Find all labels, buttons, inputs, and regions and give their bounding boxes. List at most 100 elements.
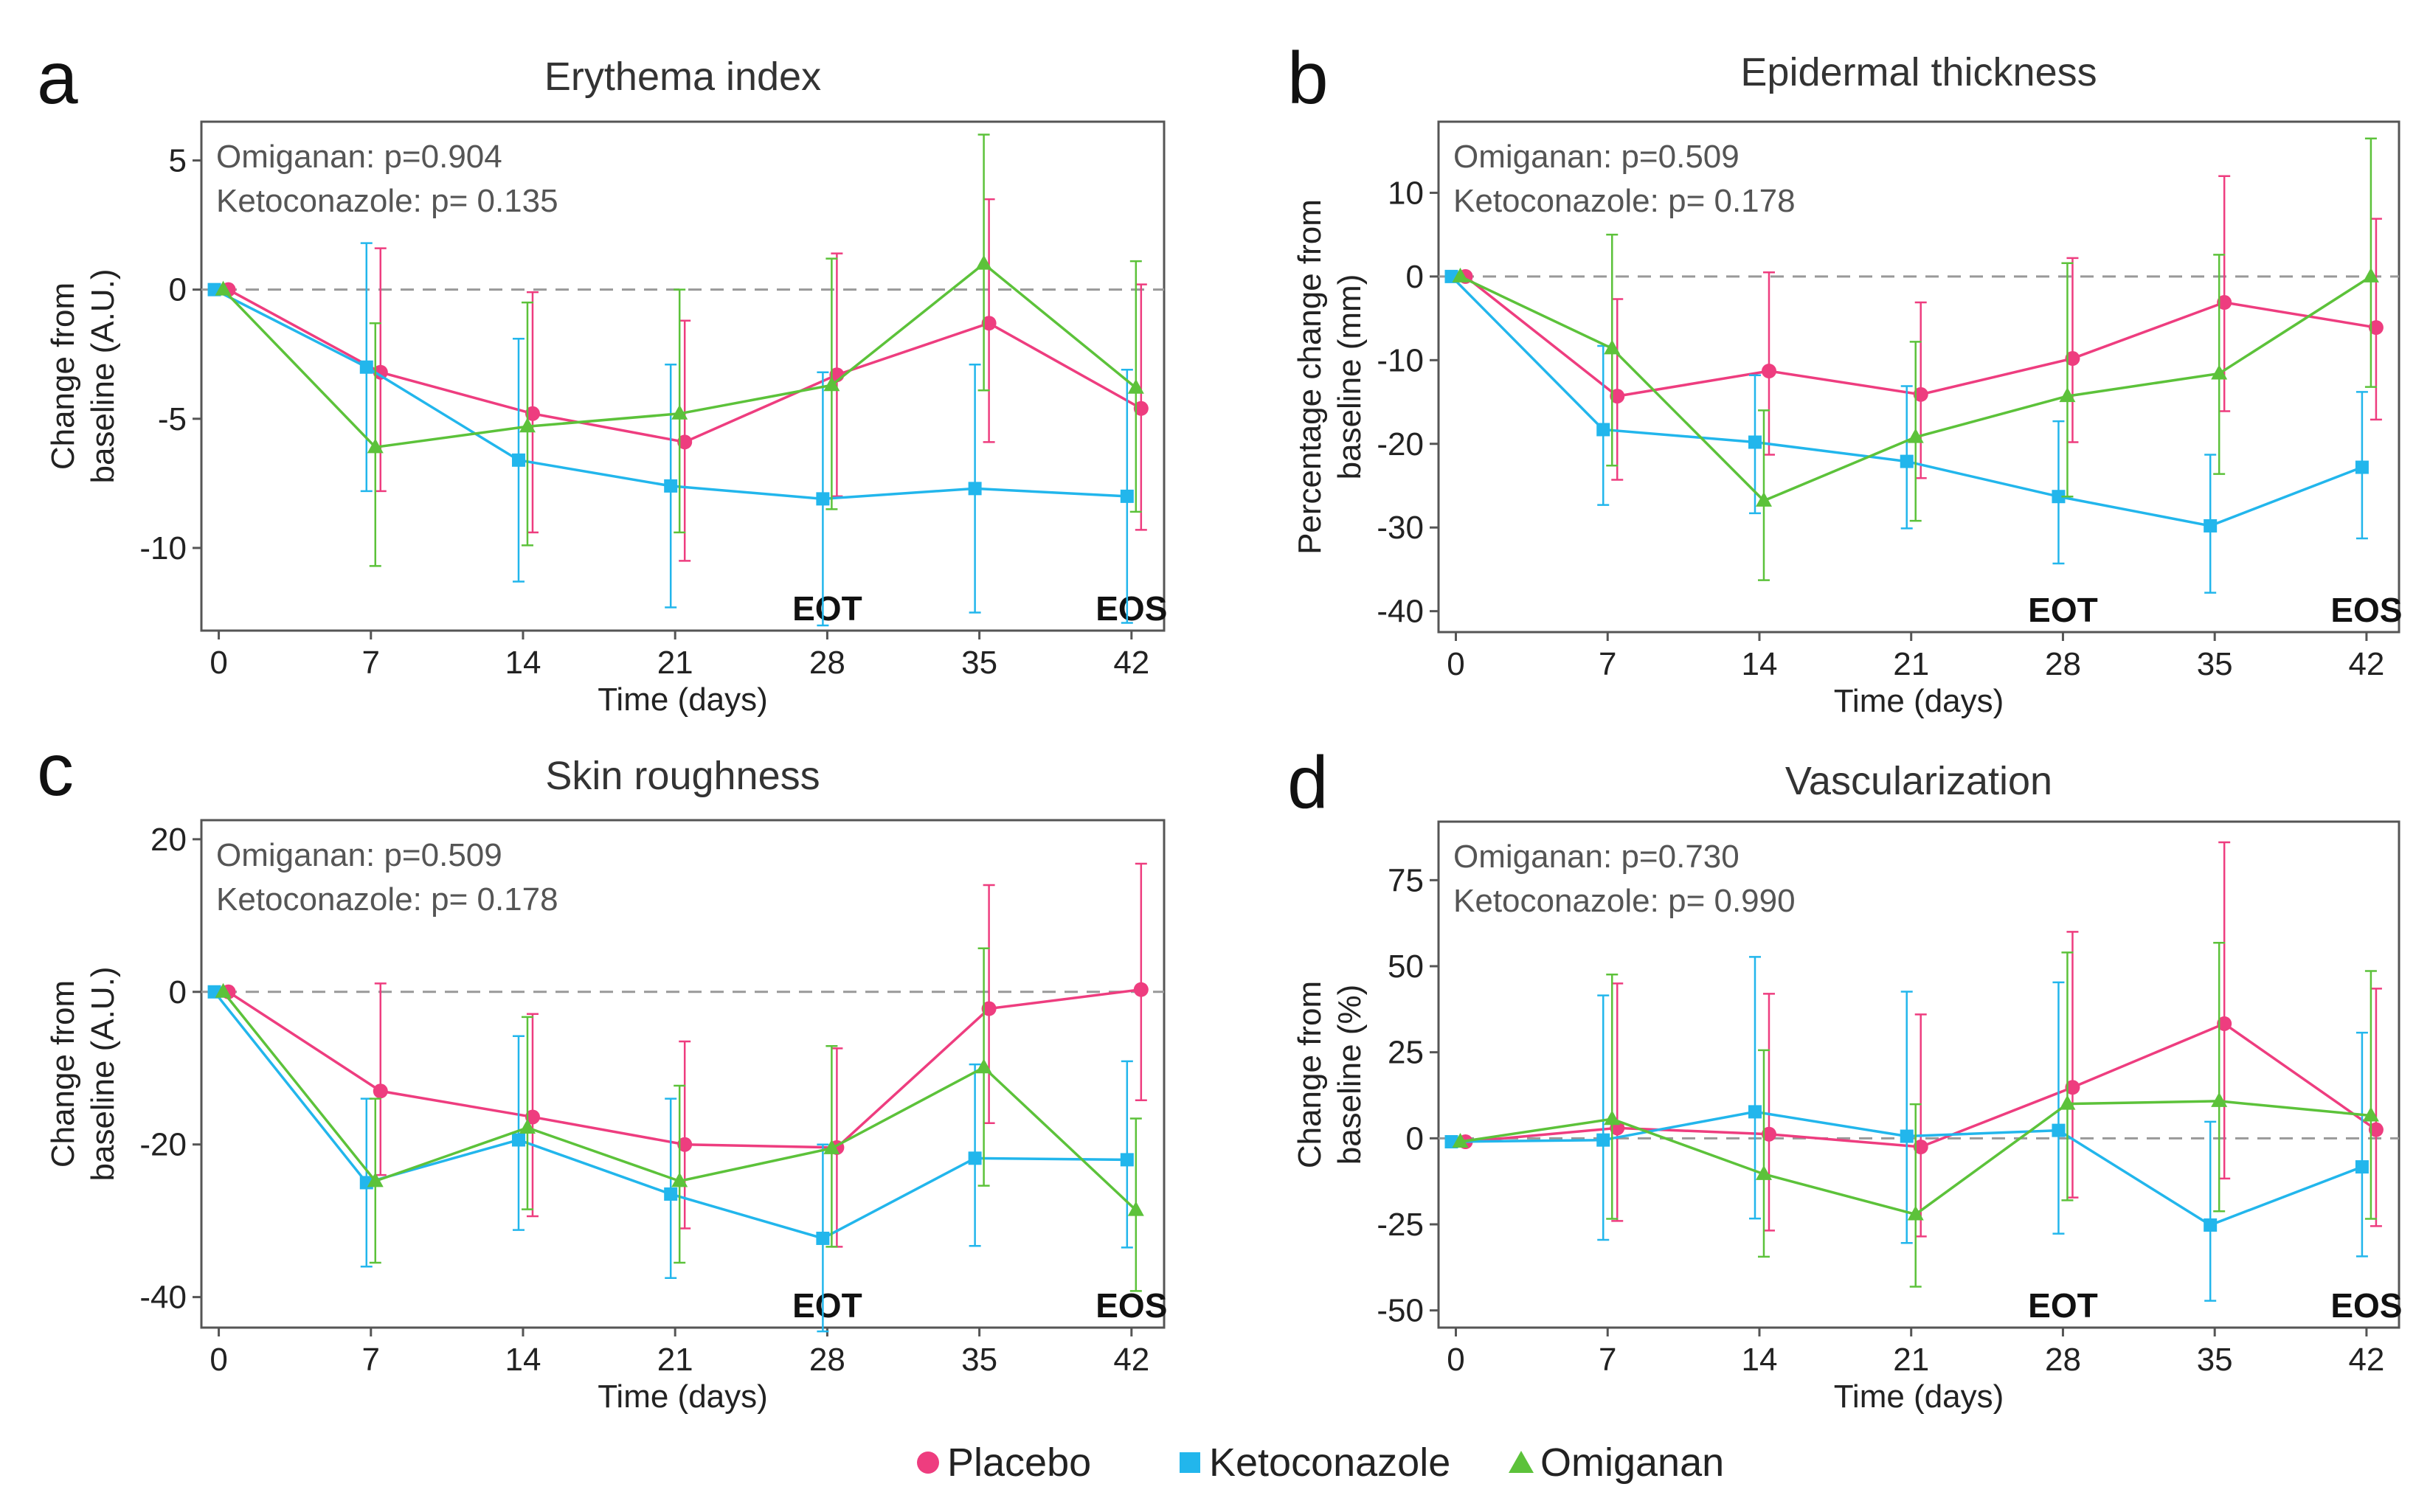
data-point — [1452, 267, 1469, 282]
data-point — [2368, 320, 2384, 336]
data-point — [511, 453, 525, 467]
data-point — [816, 1231, 830, 1245]
y-tick-label: -20 — [1377, 426, 1424, 462]
x-tick-label: 35 — [2197, 1342, 2233, 1378]
x-tick-label: 21 — [657, 1342, 693, 1378]
y-axis-title: Percentage change from baseline (mm) — [1292, 199, 1368, 555]
data-point — [2217, 1016, 2232, 1031]
data-point — [525, 1109, 540, 1125]
x-tick-label: 21 — [1893, 1342, 1929, 1378]
data-point — [968, 482, 982, 496]
placebo-legend-marker — [917, 1452, 939, 1474]
x-tick-label: 35 — [2197, 646, 2233, 682]
series-ketoconazole — [207, 242, 1134, 627]
data-point — [519, 417, 536, 433]
data-point — [2059, 1095, 2076, 1110]
y-tick-label: -40 — [139, 1280, 187, 1316]
p-value-annotation: Omiganan: p=0.509 — [1453, 139, 1740, 175]
panel-letter: a — [37, 37, 78, 119]
marker-label-eos: EOS — [2330, 1286, 2402, 1325]
legend: Placebo Ketoconazole Omiganan — [917, 1440, 1724, 1485]
p-value-annotation: Ketoconazole: p= 0.990 — [1453, 883, 1796, 919]
data-point — [2362, 267, 2379, 282]
legend-label-omiganan: Omiganan — [1540, 1440, 1724, 1485]
data-point — [1748, 1105, 1762, 1119]
y-axis-title-line: Change from — [1292, 981, 1328, 1168]
data-point — [2204, 519, 2218, 533]
data-point — [2065, 351, 2080, 367]
data-point — [367, 438, 384, 454]
y-tick-label: -30 — [1377, 510, 1424, 546]
y-axis-title: Change from baseline (A.U.) — [45, 268, 121, 483]
ketoconazole-legend-marker — [1180, 1452, 1200, 1473]
y-tick-label: -50 — [1377, 1293, 1424, 1329]
y-axis-title-line: baseline (%) — [1332, 985, 1368, 1165]
y-axis-title-line: baseline (A.U.) — [85, 268, 121, 483]
y-tick-label: -10 — [139, 530, 187, 566]
data-point — [1761, 1126, 1776, 1142]
data-point — [1755, 1165, 1772, 1180]
data-point — [677, 434, 693, 450]
legend-label-placebo: Placebo — [947, 1440, 1091, 1485]
data-point — [1610, 389, 1625, 404]
y-tick-label: 25 — [1388, 1035, 1424, 1071]
x-tick-label: 21 — [657, 645, 693, 681]
data-point — [981, 316, 997, 331]
y-tick-label: 0 — [1406, 1120, 1424, 1156]
y-tick-label: 75 — [1388, 862, 1424, 898]
y-tick-label: 20 — [150, 822, 187, 858]
x-tick-label: 7 — [362, 645, 380, 681]
data-point — [1127, 378, 1144, 394]
marker-label-eot: EOT — [2028, 591, 2098, 629]
data-point — [1596, 423, 1610, 437]
data-point — [677, 1137, 693, 1152]
x-tick-label: 42 — [1113, 1342, 1149, 1378]
data-point — [1748, 435, 1762, 449]
y-axis-title-line: baseline (mm) — [1332, 274, 1368, 480]
panel-d: d Vascularization 75 50 25 0 -25 -50 0 7 14 21 28 35 4… — [1287, 741, 2402, 1415]
y-tick-label: -10 — [1377, 342, 1424, 378]
data-point — [2362, 1106, 2379, 1122]
panel-title: Erythema index — [544, 55, 821, 99]
y-axis-title-line: Percentage change from — [1292, 199, 1328, 555]
plot-frame — [200, 819, 1166, 1329]
data-point — [1120, 1153, 1134, 1167]
series-omiganan — [1452, 137, 2379, 581]
x-tick-label: 7 — [1599, 646, 1616, 682]
data-point — [975, 254, 992, 270]
y-tick-label: -25 — [1377, 1207, 1424, 1243]
marker-label-eos: EOS — [2330, 591, 2402, 629]
y-tick-label: 0 — [169, 272, 187, 308]
data-point — [2052, 1123, 2066, 1137]
x-tick-label: 42 — [1113, 645, 1149, 681]
data-point — [816, 492, 830, 506]
data-point — [1907, 1205, 1924, 1221]
data-point — [2368, 1122, 2384, 1137]
y-tick-label: 50 — [1388, 949, 1424, 985]
data-point — [1913, 1140, 1928, 1154]
data-point — [2211, 364, 2228, 380]
series-ketoconazole — [1444, 956, 2369, 1302]
x-tick-label: 0 — [210, 1342, 227, 1378]
y-tick-label: -5 — [158, 401, 187, 437]
marker-label-eot: EOT — [792, 589, 862, 628]
panel-a: a Erythema index 5 0 -5 -10 0 7 14 21 28 35 42 Time (… — [37, 37, 1167, 718]
data-point — [671, 404, 688, 420]
series-placebo — [1458, 841, 2384, 1238]
data-point — [671, 1172, 688, 1187]
panel-title: Skin roughness — [545, 754, 820, 798]
omiganan-legend-marker — [1509, 1451, 1534, 1473]
x-axis-title: Time (days) — [598, 1379, 768, 1415]
x-tick-label: 28 — [2045, 1342, 2081, 1378]
x-tick-label: 14 — [1742, 646, 1778, 682]
data-point — [2355, 460, 2369, 474]
data-point — [968, 1151, 982, 1165]
marker-label-eos: EOS — [1095, 1286, 1167, 1325]
y-axis-title-line: baseline (A.U.) — [85, 966, 121, 1181]
x-tick-label: 35 — [961, 1342, 997, 1378]
x-axis-title: Time (days) — [1834, 1379, 2004, 1415]
y-tick-label: 0 — [1406, 259, 1424, 295]
x-tick-label: 21 — [1893, 646, 1929, 682]
legend-item-omiganan: Omiganan — [1509, 1440, 1724, 1485]
